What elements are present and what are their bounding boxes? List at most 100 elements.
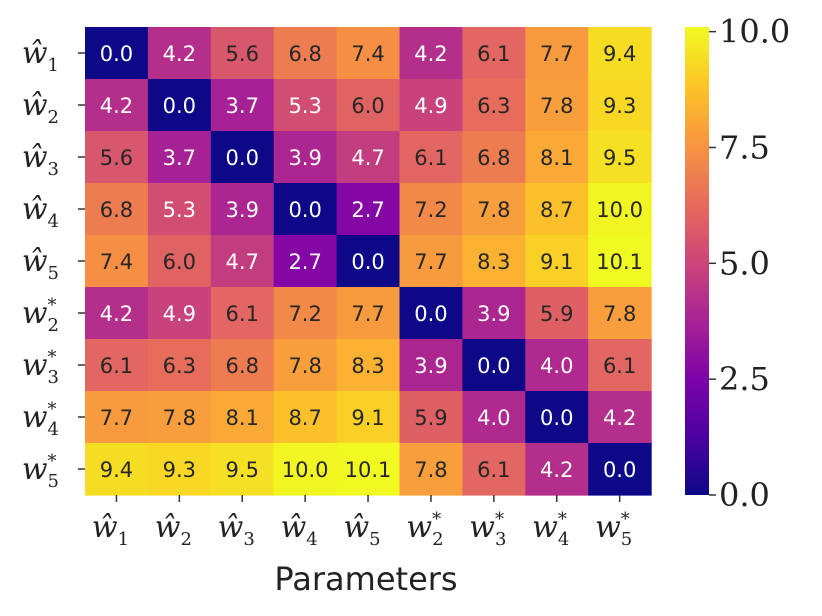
cell-value-label: 10.0: [596, 198, 643, 222]
cell-value-label: 0.0: [226, 146, 259, 170]
cell-value-label: 9.3: [163, 458, 196, 482]
cell-value-label: 4.2: [540, 458, 573, 482]
cell-value-label: 0.0: [414, 302, 447, 326]
cell-value-label: 8.7: [288, 406, 321, 430]
heatmap-cell: [147, 79, 212, 132]
heatmap-cell: [462, 27, 526, 80]
cell-value-label: 6.3: [477, 94, 510, 118]
cell-value-label: 4.2: [414, 42, 447, 66]
colorbar-tick-label: 5.0: [719, 244, 770, 282]
cell-value-label: 4.0: [477, 406, 510, 430]
cell-value-label: 7.2: [288, 302, 321, 326]
cell-value-label: 4.2: [100, 302, 133, 326]
cell-value-label: 7.8: [163, 406, 196, 430]
x-axis-label: Parameters: [274, 560, 457, 598]
heatmap-cell: [147, 27, 212, 80]
cell-value-label: 8.3: [477, 250, 510, 274]
colorbar-tick-label: 2.5: [719, 360, 770, 398]
heatmap-cell: [588, 339, 652, 392]
heatmap-cell: [336, 235, 401, 288]
cell-value-label: 4.7: [226, 250, 259, 274]
colorbar-tick-label: 10.0: [719, 13, 790, 51]
heatmap-cell: [336, 79, 401, 132]
cell-value-label: 7.8: [414, 458, 447, 482]
heatmap-cells: 0.0 4.2 5.6 6.8 7.4 4.2 6.1 7.7 9.4 4.2 0.0 3.7 5.3 6…: [85, 27, 652, 496]
cell-value-label: 6.3: [163, 354, 196, 378]
heatmap-cell: [462, 183, 526, 236]
heatmap-cell: [588, 287, 652, 340]
cell-value-label: 6.8: [226, 354, 259, 378]
cell-value-label: 3.9: [288, 146, 321, 170]
heatmap-cell: [399, 131, 463, 184]
cell-value-label: 7.4: [351, 42, 384, 66]
cell-value-label: 0.0: [351, 250, 384, 274]
heatmap-cell: [588, 235, 652, 288]
colorbar: 0.0 2.5 5.0 7.5 10.0: [685, 13, 790, 514]
heatmap-cell: [462, 131, 526, 184]
cell-value-label: 9.4: [100, 458, 133, 482]
cell-value-label: 7.2: [414, 198, 447, 222]
cell-value-label: 6.0: [351, 94, 384, 118]
heatmap-cell: [336, 339, 401, 392]
heatmap-cell: [85, 287, 149, 340]
heatmap-cell: [147, 131, 212, 184]
heatmap-cell: [85, 391, 149, 444]
cell-value-label: 6.1: [414, 146, 447, 170]
heatmap-cell: [588, 391, 652, 444]
cell-value-label: 5.6: [226, 42, 259, 66]
heatmap-cell: [273, 131, 338, 184]
cell-value-label: 7.8: [288, 354, 321, 378]
row-tick-label: w* 5: [22, 451, 59, 492]
heatmap-cell: [525, 131, 589, 184]
column-tick-label: ŵ5: [343, 510, 380, 550]
heatmap-cell: [147, 235, 212, 288]
heatmap-cell: [399, 443, 463, 496]
column-tick-label: w* 3: [469, 509, 506, 550]
column-tick-label: w* 4: [532, 509, 569, 550]
heatmap-cell: [210, 131, 275, 184]
heatmap-cell: [462, 443, 526, 496]
cell-value-label: 6.1: [477, 42, 510, 66]
heatmap-cell: [525, 235, 589, 288]
cell-value-label: 2.7: [288, 250, 321, 274]
heatmap-cell: [399, 287, 463, 340]
cell-value-label: 4.2: [603, 406, 636, 430]
row-tick-label: ŵ1: [22, 36, 59, 76]
cell-value-label: 10.1: [596, 250, 643, 274]
heatmap-cell: [336, 391, 401, 444]
cell-value-label: 2.7: [351, 198, 384, 222]
heatmap-cell: [85, 235, 149, 288]
cell-value-label: 9.1: [351, 406, 384, 430]
heatmap-cell: [336, 443, 401, 496]
heatmap-cell: [525, 27, 589, 80]
heatmap-cell: [525, 391, 589, 444]
heatmap-cell: [210, 391, 275, 444]
heatmap-cell: [588, 443, 652, 496]
heatmap-cell: [399, 339, 463, 392]
cell-value-label: 8.1: [226, 406, 259, 430]
heatmap-cell: [210, 287, 275, 340]
cell-value-label: 9.5: [603, 146, 636, 170]
cell-value-label: 4.0: [540, 354, 573, 378]
heatmap-cell: [462, 287, 526, 340]
row-tick-label: ŵ4: [22, 192, 59, 232]
cell-value-label: 3.7: [163, 146, 196, 170]
cell-value-label: 8.7: [540, 198, 573, 222]
cell-value-label: 6.1: [477, 458, 510, 482]
cell-value-label: 7.7: [414, 250, 447, 274]
heatmap-cell: [336, 27, 401, 80]
cell-value-label: 5.9: [414, 406, 447, 430]
cell-value-label: 5.3: [288, 94, 321, 118]
colorbar-gradient: [685, 27, 709, 495]
cell-value-label: 7.8: [477, 198, 510, 222]
heatmap-cell: [210, 79, 275, 132]
heatmap-cell: [336, 287, 401, 340]
heatmap-cell: [273, 443, 338, 496]
cell-value-label: 0.0: [603, 458, 636, 482]
heatmap-cell: [462, 79, 526, 132]
cell-value-label: 8.1: [540, 146, 573, 170]
heatmap-cell: [210, 27, 275, 80]
heatmap-cell: [273, 27, 338, 80]
heatmap-cell: [462, 391, 526, 444]
